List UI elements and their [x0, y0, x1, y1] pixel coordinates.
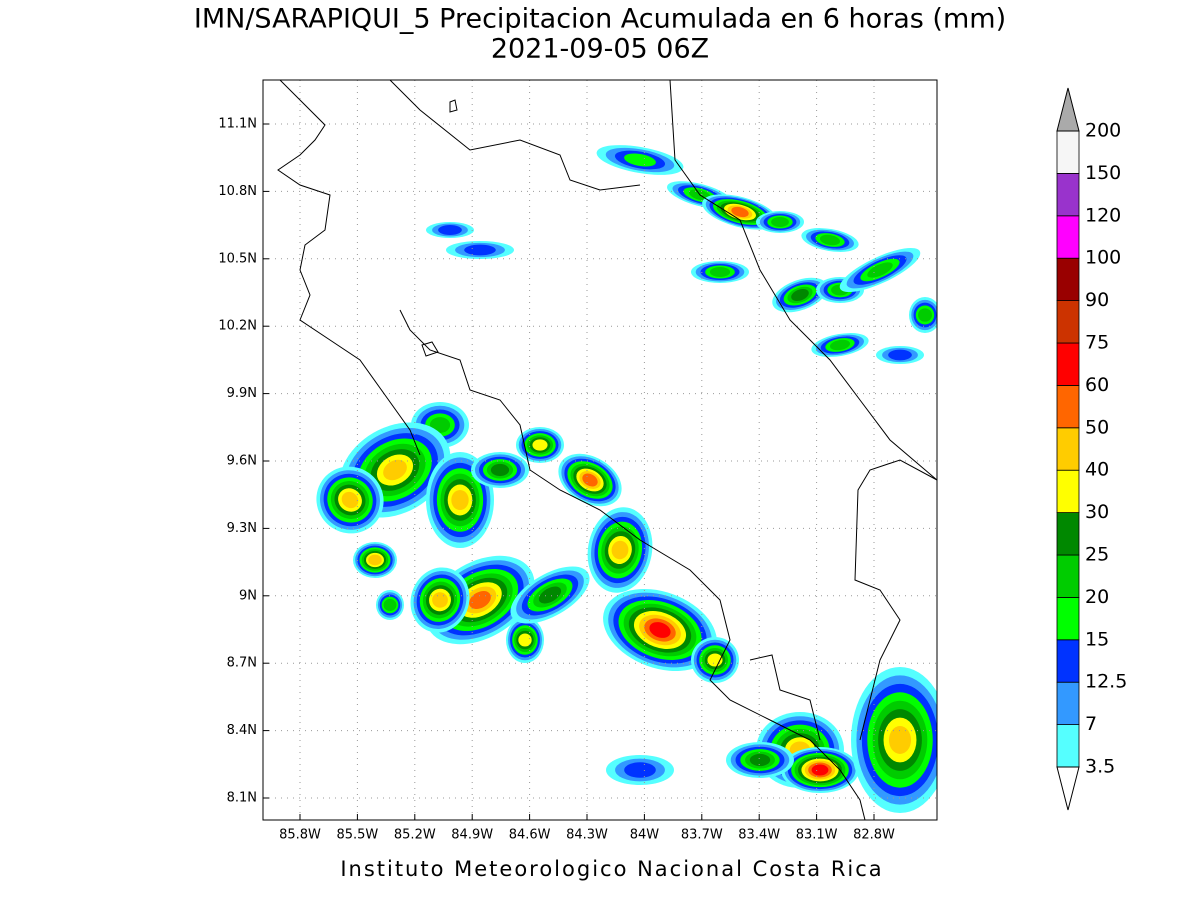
- precip-area: [490, 463, 510, 477]
- legend-label: 200: [1085, 120, 1121, 142]
- precip-area: [611, 540, 629, 560]
- precip-area: [649, 622, 671, 638]
- precip-area: [532, 439, 548, 451]
- legend-label: 3.5: [1085, 756, 1115, 778]
- lon-label: 84W: [630, 828, 660, 843]
- legend-swatch: [1056, 681, 1080, 726]
- precip-area: [867, 262, 893, 278]
- precip-area: [383, 459, 407, 481]
- precip-area: [918, 308, 932, 322]
- legend-label: 100: [1085, 247, 1121, 269]
- precip-area: [429, 417, 451, 433]
- legend-swatch: [1056, 512, 1080, 556]
- lat-label: 9.3N: [227, 521, 257, 536]
- legend-label: 120: [1085, 204, 1121, 226]
- precip-area: [518, 633, 532, 647]
- precip-area: [341, 491, 359, 509]
- lon-label: 83.7W: [681, 828, 723, 843]
- legend-label: 150: [1085, 162, 1121, 184]
- legend-label: 40: [1085, 459, 1109, 481]
- lat-label: 9.9N: [227, 386, 257, 401]
- legend-swatch: [1056, 469, 1080, 514]
- precip-area: [819, 234, 841, 246]
- legend-swatch: [1056, 257, 1080, 302]
- precip-area: [811, 764, 829, 776]
- precip-area: [538, 586, 562, 604]
- legend-arrow-bottom: [1056, 766, 1080, 811]
- lon-label: 84.3W: [566, 828, 608, 843]
- precip-area: [888, 726, 912, 754]
- legend-swatch: [1056, 342, 1080, 386]
- lon-label: 83.4W: [738, 828, 780, 843]
- precip-area: [829, 339, 851, 351]
- lat-label: 8.1N: [227, 791, 257, 806]
- lon-label: 84.9W: [451, 828, 493, 843]
- lon-label: 83.1W: [796, 828, 838, 843]
- lon-label: 84.6W: [509, 828, 551, 843]
- precip-area: [731, 206, 749, 218]
- legend-label: 75: [1085, 332, 1109, 354]
- subtitle: 2021-09-05 06Z: [491, 34, 709, 65]
- precip-area: [451, 489, 469, 511]
- lon-label: 82.8W: [853, 828, 895, 843]
- precip-area: [791, 288, 809, 302]
- lat-label: 10.5N: [218, 251, 257, 266]
- legend-swatch: [1056, 427, 1080, 471]
- coastlines: [277, 80, 937, 820]
- precip-area: [888, 349, 912, 361]
- precip-area: [749, 753, 771, 767]
- legend-swatch: [1056, 724, 1080, 768]
- legend-label: 50: [1085, 416, 1109, 438]
- lat-label: 10.8N: [218, 184, 257, 199]
- lat-label: 11.1N: [218, 117, 257, 132]
- legend-label: 7: [1085, 713, 1097, 735]
- precip-area: [624, 762, 656, 778]
- legend-swatch: [1056, 384, 1080, 429]
- precip-area: [464, 244, 496, 256]
- legend-label: 90: [1085, 289, 1109, 311]
- map-frame: [262, 79, 938, 821]
- precip-area: [771, 217, 789, 227]
- legend-label: 15: [1085, 628, 1109, 650]
- footer: Instituto Meteorologico Nacional Costa R…: [340, 857, 883, 881]
- precip-area: [383, 599, 397, 611]
- legend-swatch: [1056, 639, 1080, 683]
- legend-label: 20: [1085, 586, 1109, 608]
- legend-swatch: [1056, 554, 1080, 598]
- legend-label: 12.5: [1085, 671, 1127, 693]
- legend-swatch: [1056, 300, 1080, 344]
- legend: 200 150 120 100 90 75 60 50 40 30 25 20 15 12.5 7 3.5: [1056, 87, 1127, 811]
- precip-area: [368, 554, 382, 566]
- lat-label: 8.4N: [227, 723, 257, 738]
- lon-label: 85.5W: [336, 828, 378, 843]
- legend-swatch: [1056, 130, 1080, 174]
- legend-label: 30: [1085, 501, 1109, 523]
- title: IMN/SARAPIQUI_5 Precipitacion Acumulada …: [194, 4, 1006, 35]
- map: [263, 80, 937, 820]
- lat-label: 10.2N: [218, 319, 257, 334]
- legend-label: 60: [1085, 374, 1109, 396]
- lon-label: 85.8W: [279, 828, 321, 843]
- precip-area: [438, 225, 462, 235]
- lat-label: 9.6N: [227, 454, 257, 469]
- legend-arrow-top: [1056, 87, 1080, 132]
- precip-area: [709, 267, 731, 277]
- precip-area: [624, 153, 656, 167]
- lat-label: 8.7N: [227, 656, 257, 671]
- legend-swatch: [1056, 172, 1080, 217]
- lat-label: 9N: [239, 588, 257, 603]
- legend-swatch: [1056, 215, 1080, 259]
- precip-area: [582, 473, 598, 487]
- lon-label: 85.2W: [394, 828, 436, 843]
- legend-label: 25: [1085, 544, 1109, 566]
- legend-swatch: [1056, 597, 1080, 641]
